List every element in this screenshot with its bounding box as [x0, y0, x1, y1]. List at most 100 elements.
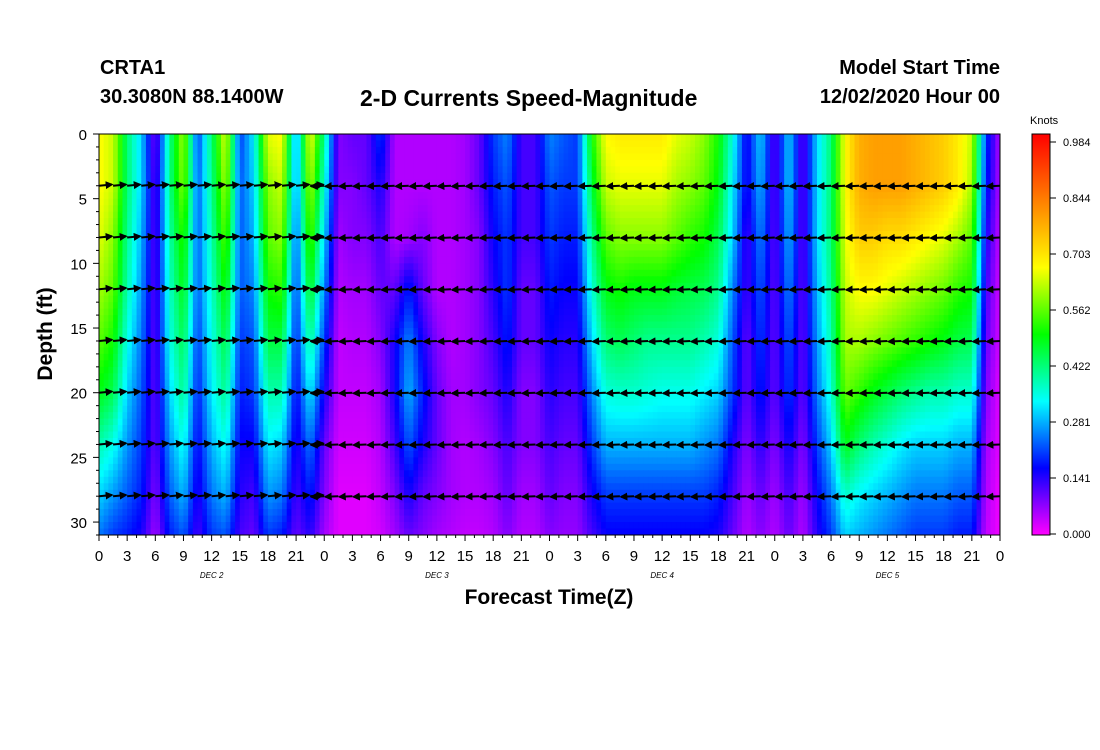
heatmap-cell — [239, 140, 246, 148]
heatmap-cell — [784, 295, 790, 303]
heatmap-cell — [798, 185, 804, 193]
heatmap-cell — [375, 211, 382, 219]
heatmap-cell — [709, 263, 715, 271]
heatmap-cell — [826, 159, 832, 167]
heatmap-cell — [737, 243, 743, 252]
heatmap-cell — [826, 140, 832, 148]
heatmap-cell — [615, 140, 621, 148]
heatmap-cell — [253, 198, 260, 206]
heatmap-cell — [666, 256, 673, 264]
heatmap-cell — [502, 146, 508, 155]
heatmap-cell — [399, 172, 405, 180]
heatmap-cell — [784, 256, 790, 264]
heatmap-cell — [896, 218, 903, 226]
heatmap-cell — [863, 205, 870, 213]
heatmap-cell — [859, 295, 865, 303]
heatmap-cell — [924, 295, 931, 303]
heatmap-cell — [263, 218, 269, 226]
heatmap-cell — [418, 146, 424, 155]
heatmap-cell — [502, 166, 508, 174]
heatmap-cell — [624, 172, 630, 180]
heatmap-cell — [737, 159, 743, 167]
heatmap-cell — [436, 250, 443, 258]
heatmap-cell — [455, 153, 461, 161]
heatmap-cell — [239, 166, 246, 174]
heatmap-cell — [953, 282, 959, 290]
heatmap-cell — [774, 192, 781, 200]
heatmap-cell — [206, 250, 213, 258]
heatmap-cell — [554, 166, 560, 174]
heatmap-cell — [587, 256, 593, 264]
heatmap-cell — [807, 159, 813, 167]
heatmap-cell — [169, 179, 175, 187]
heatmap-cell — [934, 243, 940, 252]
heatmap-cell — [788, 243, 795, 252]
heatmap-cell — [601, 140, 607, 148]
heatmap-cell — [849, 276, 856, 284]
heatmap-cell — [230, 198, 236, 206]
heatmap-cell — [924, 159, 931, 167]
heatmap-cell — [648, 211, 654, 219]
heatmap-cell — [840, 166, 846, 174]
heatmap-cell — [685, 269, 691, 277]
heatmap-cell — [619, 166, 626, 174]
heatmap-cell — [235, 205, 241, 213]
heatmap-cell — [906, 250, 912, 258]
heatmap-cell — [155, 224, 161, 232]
heatmap-cell — [235, 263, 241, 271]
heatmap-cell — [474, 205, 480, 213]
heatmap-cell — [910, 146, 917, 155]
heatmap-cell — [160, 192, 166, 200]
heatmap-cell — [178, 198, 185, 206]
heatmap-cell — [455, 211, 461, 219]
heatmap-cell — [502, 282, 508, 290]
heatmap-cell — [324, 276, 330, 284]
heatmap-cell — [333, 192, 339, 200]
heatmap-cell — [338, 218, 344, 226]
heatmap-cell — [962, 295, 968, 303]
heatmap-cell — [169, 211, 175, 219]
heatmap-cell — [831, 159, 837, 167]
heatmap-cell — [145, 211, 152, 219]
heatmap-cell — [971, 134, 978, 142]
heatmap-cell — [497, 218, 504, 226]
heatmap-cell — [788, 218, 795, 226]
heatmap-cell — [676, 192, 682, 200]
heatmap-cell — [784, 185, 790, 193]
heatmap-cell — [497, 269, 504, 277]
heatmap-cell — [432, 237, 438, 245]
heatmap-cell — [113, 282, 119, 290]
heatmap-cell — [727, 192, 734, 200]
heatmap-cell — [117, 237, 124, 245]
heatmap-cell — [605, 211, 612, 219]
heatmap-cell — [145, 237, 152, 245]
heatmap-cell — [629, 134, 635, 142]
heatmap-cell — [282, 211, 288, 219]
heatmap-cell — [854, 153, 860, 161]
heatmap-cell — [699, 198, 705, 206]
heatmap-cell — [455, 140, 461, 148]
heatmap-cell — [601, 295, 607, 303]
heatmap-cell — [680, 192, 687, 200]
heatmap-cell — [892, 295, 898, 303]
heatmap-cell — [389, 211, 396, 219]
heatmap-cell — [723, 263, 729, 271]
heatmap-cell — [657, 276, 663, 284]
heatmap-cell — [953, 276, 959, 284]
heatmap-cell — [127, 192, 133, 200]
heatmap-cell — [976, 243, 982, 252]
heatmap-cell — [249, 192, 255, 200]
heatmap-cell — [788, 198, 795, 206]
heatmap-cell — [802, 159, 809, 167]
heatmap-cell — [160, 140, 166, 148]
heatmap-cell — [305, 146, 311, 155]
heatmap-cell — [760, 256, 766, 264]
heatmap-cell — [694, 192, 701, 200]
heatmap-cell — [713, 153, 720, 161]
heatmap-cell — [840, 134, 846, 142]
heatmap-cell — [258, 205, 264, 213]
heatmap-cell — [178, 192, 185, 200]
heatmap-cell — [840, 179, 846, 187]
heatmap-cell — [694, 205, 701, 213]
heatmap-cell — [319, 269, 325, 277]
